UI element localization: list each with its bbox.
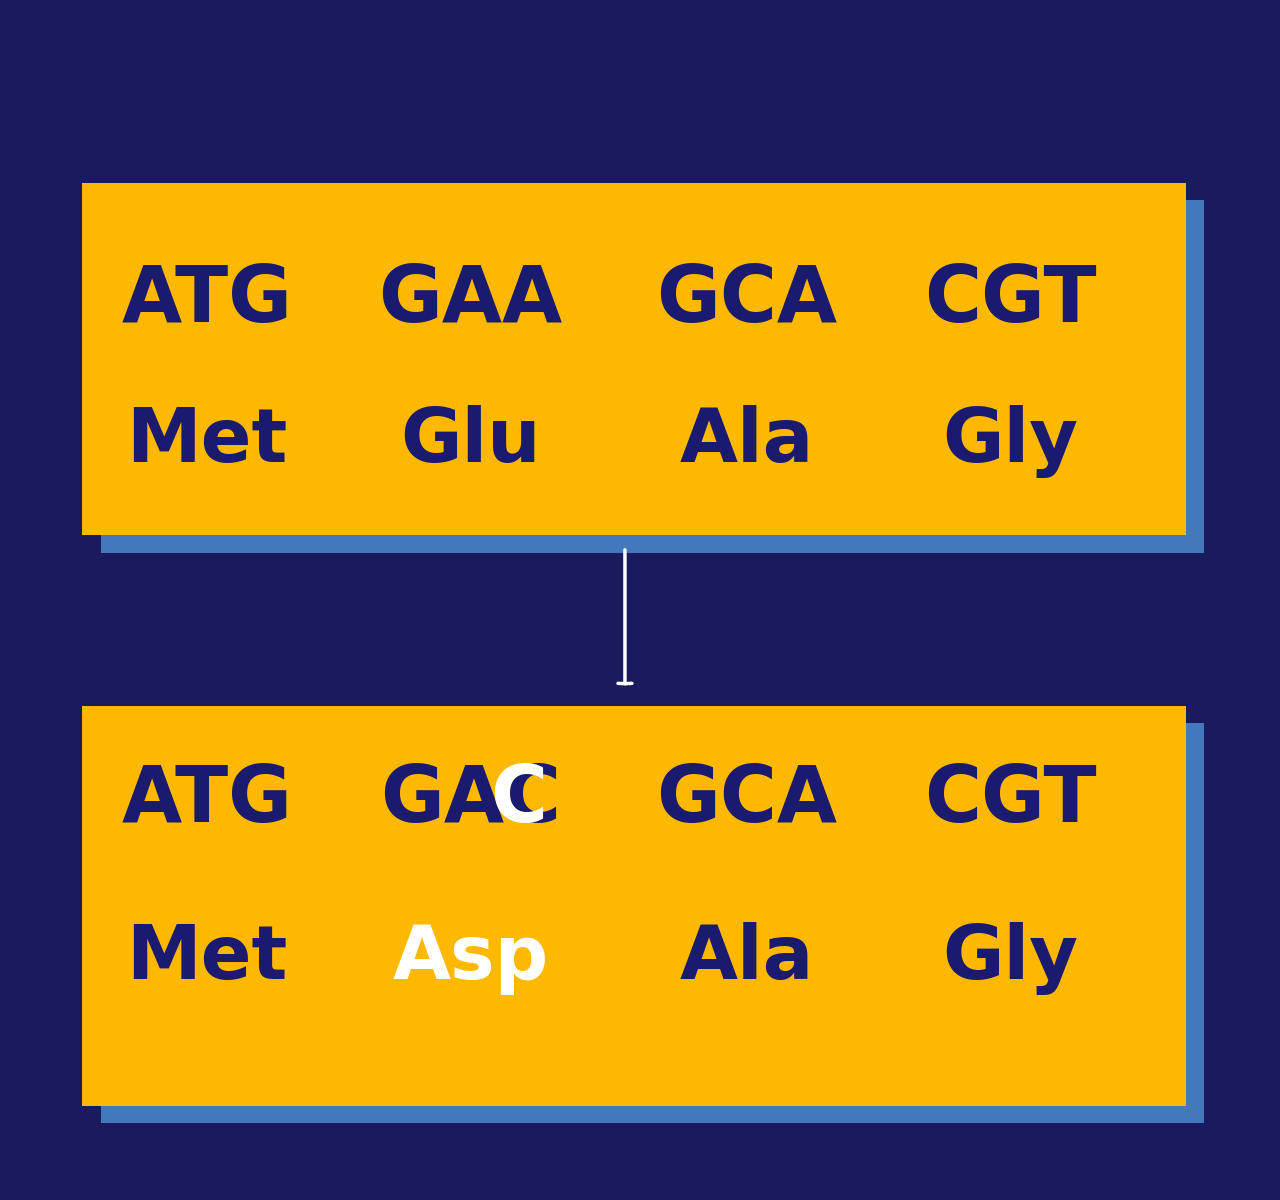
Text: Met: Met [127, 404, 288, 478]
Text: GAC: GAC [380, 762, 561, 838]
Text: GCA: GCA [657, 262, 837, 338]
Bar [101, 200, 1204, 553]
Text: Met: Met [127, 922, 288, 995]
Text: CGT: CGT [924, 262, 1096, 338]
Text: Gly: Gly [942, 922, 1078, 995]
Text: GAA: GAA [379, 262, 563, 338]
Text: Ala: Ala [680, 404, 814, 478]
Text: GCA: GCA [657, 762, 837, 838]
Bar [82, 706, 1185, 1105]
Text: ATG: ATG [122, 762, 293, 838]
Text: ATG: ATG [122, 262, 293, 338]
Text: Gly: Gly [942, 404, 1078, 478]
Bar [101, 724, 1204, 1123]
Text: CGT: CGT [924, 762, 1096, 838]
Text: Ala: Ala [680, 922, 814, 995]
Bar [82, 182, 1185, 535]
Text: C: C [490, 762, 547, 838]
Text: Asp: Asp [393, 922, 549, 995]
Text: Glu: Glu [401, 404, 541, 478]
